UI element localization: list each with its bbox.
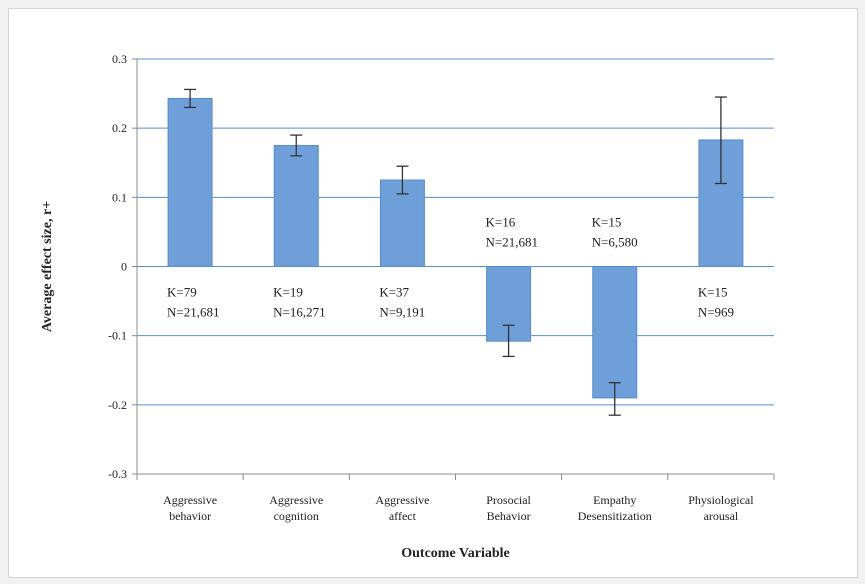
bar-annotation: N=21,681 (167, 305, 219, 320)
y-tick-label: 0.1 (112, 190, 127, 204)
y-tick-label: 0 (121, 260, 127, 274)
bar-annotation: N=969 (698, 305, 734, 320)
bars (167, 97, 744, 399)
y-tick-labels: 0.3 0.2 0.1 0 -0.1 -0.2 -0.3 (108, 52, 127, 481)
chart-frame: 0.3 0.2 0.1 0 -0.1 -0.2 -0.3 Aggressive behavio… (8, 8, 858, 578)
x-tick-labels: Aggressive behavior Aggressive cognition Agg… (163, 493, 754, 523)
bar-annotation: K=37 (379, 285, 409, 300)
x-tick-label: Physiological (688, 493, 754, 507)
bar-annotation: K=15 (592, 215, 622, 230)
bar-annotation: N=6,580 (592, 235, 638, 250)
x-tick-label: affect (389, 509, 417, 523)
x-tick-label: Empathy (593, 493, 636, 507)
y-tick-label: -0.2 (108, 398, 127, 412)
bar-annotation: K=19 (273, 285, 303, 300)
bar-annotation: K=15 (698, 285, 728, 300)
bar (273, 144, 319, 267)
axes (132, 58, 775, 480)
bar-annotations: K=79 N=21,681 K=19 N=16,271 K=37 N=9,191 K=16 N… (167, 215, 734, 320)
x-tick-label: cognition (274, 509, 319, 523)
gridlines (137, 58, 774, 406)
y-tick-label: -0.1 (108, 329, 127, 343)
x-tick-label: arousal (704, 509, 739, 523)
x-axis-label: Outcome Variable (401, 546, 510, 561)
y-tick-label: 0.2 (112, 121, 127, 135)
x-tick-label: Aggressive (375, 493, 429, 507)
x-tick-label: Behavior (487, 509, 531, 523)
x-tick-label: Aggressive (163, 493, 217, 507)
x-tick-label: Aggressive (269, 493, 323, 507)
bar-chart: 0.3 0.2 0.1 0 -0.1 -0.2 -0.3 Aggressive behavio… (40, 52, 775, 561)
bar-annotation: N=16,271 (273, 305, 325, 320)
bar-annotation: K=16 (486, 215, 516, 230)
x-tick-label: Desensitization (578, 509, 652, 523)
x-tick-label: behavior (169, 509, 211, 523)
y-axis-label: Average effect size, r+ (40, 201, 55, 332)
bar-annotation: N=21,681 (486, 235, 538, 250)
y-tick-label: 0.3 (112, 52, 127, 66)
x-tick-label: Prosocial (486, 493, 531, 507)
y-tick-label: -0.3 (108, 467, 127, 481)
error-bars (184, 88, 727, 416)
bar-annotation: K=79 (167, 285, 197, 300)
bar (167, 97, 213, 267)
bar (592, 266, 638, 399)
bar-annotation: N=9,191 (379, 305, 425, 320)
